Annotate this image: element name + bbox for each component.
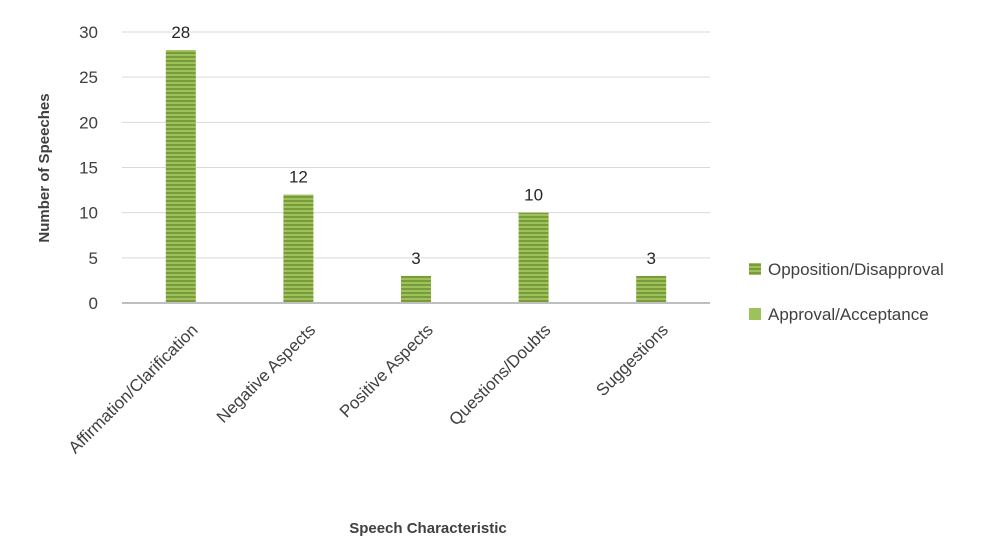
y-axis-title: Number of Speeches	[36, 93, 53, 242]
bars	[165, 50, 667, 303]
legend-item-opposition: Opposition/Disapproval	[749, 260, 944, 279]
y-axis-ticks: 0 5 10 15 20 25 30	[79, 23, 98, 313]
legend: Opposition/Disapproval Approval/Acceptan…	[749, 260, 944, 324]
bar	[401, 275, 431, 303]
data-label: 10	[524, 186, 543, 205]
data-label: 12	[289, 168, 308, 187]
bar	[165, 50, 196, 303]
legend-swatch-opposition	[749, 263, 761, 275]
y-tick-label: 0	[89, 294, 98, 313]
y-tick-label: 20	[79, 113, 98, 132]
y-tick-label: 25	[79, 68, 98, 87]
data-label: 3	[646, 249, 655, 268]
legend-item-approval: Approval/Acceptance	[749, 305, 929, 324]
legend-swatch-approval	[749, 308, 761, 320]
data-label: 3	[411, 249, 420, 268]
x-axis-title: Speech Characteristic	[349, 520, 507, 537]
bar	[636, 275, 667, 303]
bar	[283, 194, 314, 303]
data-labels: 28 12 3 10 3	[171, 23, 656, 268]
category-label: Questions/Doubts	[445, 320, 554, 429]
y-tick-label: 30	[79, 23, 98, 42]
y-tick-label: 15	[79, 159, 98, 178]
bar	[518, 212, 549, 303]
legend-label-opposition: Opposition/Disapproval	[768, 260, 944, 279]
gridlines	[122, 31, 710, 259]
category-label: Affirmation/Clarification	[65, 320, 202, 457]
x-axis-categories: Affirmation/Clarification Negative Aspect…	[65, 320, 672, 457]
category-label: Negative Aspects	[213, 320, 319, 426]
category-label: Positive Aspects	[336, 320, 437, 421]
y-tick-label: 5	[89, 249, 98, 268]
category-label: Suggestions	[592, 320, 672, 400]
legend-label-approval: Approval/Acceptance	[768, 305, 929, 324]
data-label: 28	[171, 23, 190, 42]
y-tick-label: 10	[79, 204, 98, 223]
